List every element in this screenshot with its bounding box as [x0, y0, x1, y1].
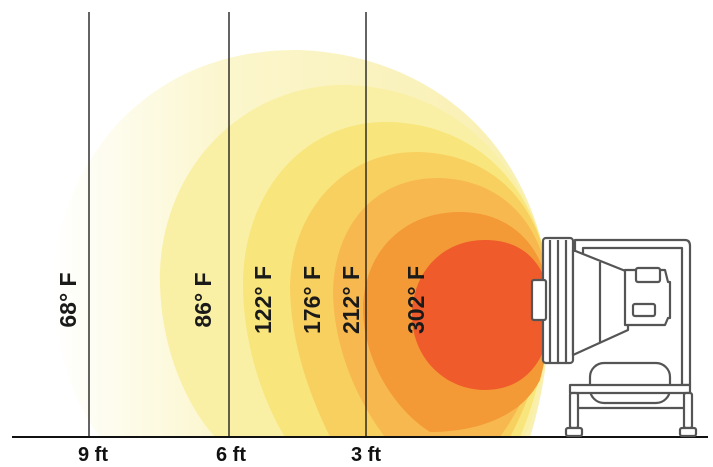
- distance-label-9ft: 9 ft: [78, 444, 108, 466]
- distance-label-3ft: 3 ft: [351, 444, 381, 466]
- temp-label-176: 176° F: [299, 266, 325, 334]
- heat-zones: [52, 49, 552, 438]
- heat-zone-core: [412, 240, 552, 390]
- temp-label-122: 122° F: [250, 266, 276, 334]
- temperature-labels: 68° F 86° F 122° F 176° F 212° F 302° F: [55, 266, 429, 334]
- distance-label-6ft: 6 ft: [216, 444, 246, 466]
- temp-label-68: 68° F: [55, 272, 81, 327]
- temp-label-212: 212° F: [338, 266, 364, 334]
- temp-label-302: 302° F: [403, 266, 429, 334]
- temp-label-86: 86° F: [190, 272, 216, 327]
- distance-lines: [88, 12, 367, 437]
- distance-labels: 9 ft 6 ft 3 ft: [78, 444, 381, 466]
- forced-air-heater-icon: [530, 236, 698, 438]
